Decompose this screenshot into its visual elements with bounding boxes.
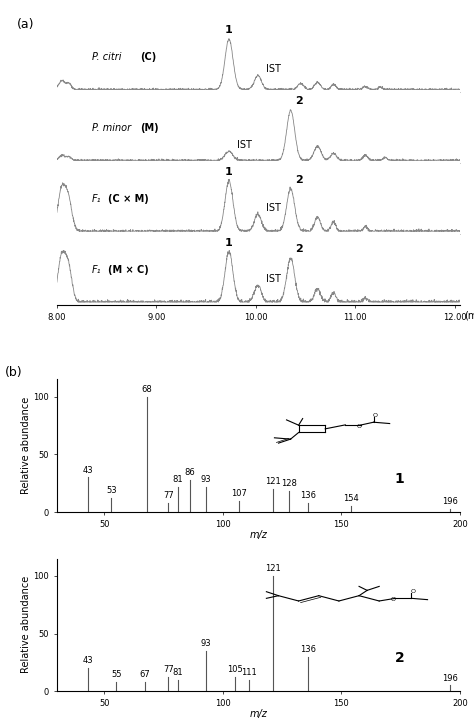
Text: 93: 93 [201,639,211,648]
Text: 105: 105 [227,665,243,675]
Text: (C × M): (C × M) [108,194,148,204]
Text: O: O [411,589,416,594]
Text: 196: 196 [442,497,458,505]
Text: O: O [357,424,362,429]
Text: 111: 111 [241,667,257,677]
Text: 81: 81 [173,474,183,484]
Text: 86: 86 [184,468,195,477]
Text: (min): (min) [464,311,474,320]
Y-axis label: Relative abundance: Relative abundance [21,576,31,673]
Text: (a): (a) [17,18,34,31]
Text: F₁: F₁ [91,194,101,204]
Text: 136: 136 [300,491,316,500]
Text: 1: 1 [225,238,233,248]
Text: 55: 55 [111,670,121,679]
Text: (M): (M) [140,123,159,133]
Text: 121: 121 [264,477,281,486]
Text: 93: 93 [201,474,211,484]
Text: 2: 2 [394,651,404,665]
Text: (C): (C) [140,52,157,62]
Text: 107: 107 [231,489,247,498]
Text: 1: 1 [225,167,233,177]
Text: O: O [373,413,378,418]
Text: 67: 67 [139,670,150,679]
Text: P. citri: P. citri [91,52,121,62]
Text: 121: 121 [264,564,281,573]
Text: 196: 196 [442,673,458,683]
Text: 154: 154 [343,495,359,503]
Text: 81: 81 [173,667,183,677]
Text: (b): (b) [5,366,22,379]
Text: 128: 128 [281,480,297,488]
Text: 68: 68 [142,385,152,394]
Text: 43: 43 [82,656,93,665]
Text: IST: IST [266,203,281,213]
Y-axis label: Relative abundance: Relative abundance [21,397,31,495]
Text: P. minor: P. minor [91,123,131,133]
Text: 77: 77 [163,491,173,500]
Text: 2: 2 [295,244,302,254]
Text: 77: 77 [163,665,173,675]
Text: F₁: F₁ [91,264,101,274]
Text: 53: 53 [106,487,117,495]
Text: IST: IST [237,140,252,150]
Text: 1: 1 [225,25,233,35]
Text: 2: 2 [295,175,302,184]
Text: IST: IST [266,274,281,284]
Text: IST: IST [266,64,281,74]
Text: O: O [391,597,396,602]
Text: 43: 43 [82,466,93,474]
Text: 1: 1 [394,472,404,486]
X-axis label: m/z: m/z [249,530,267,540]
X-axis label: m/z: m/z [249,709,267,719]
Text: 136: 136 [300,644,316,654]
Text: 2: 2 [295,96,302,106]
Text: (M × C): (M × C) [108,264,148,274]
